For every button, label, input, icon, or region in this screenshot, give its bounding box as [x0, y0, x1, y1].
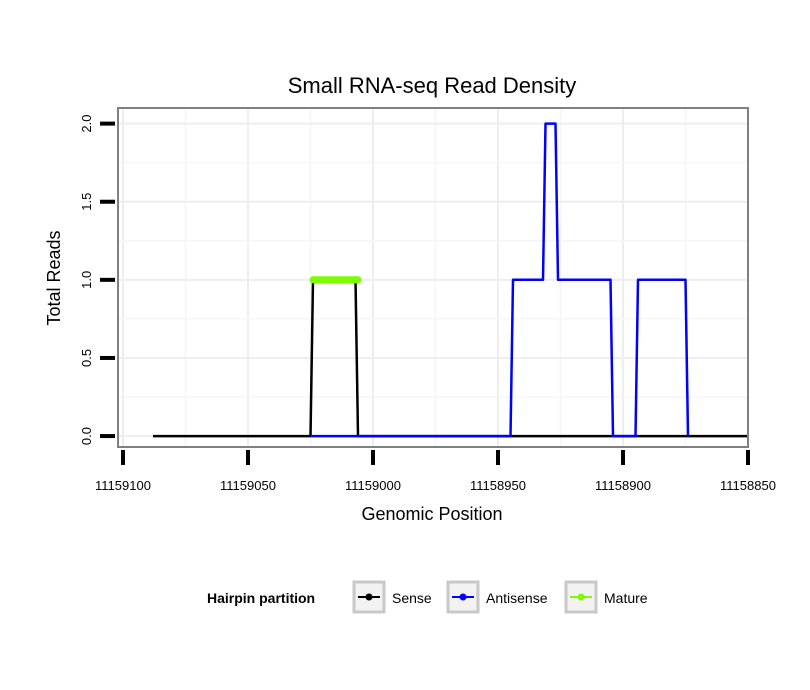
- x-tick-label: 11159000: [345, 478, 401, 493]
- legend: Hairpin partition Sense Antisense Mature: [207, 580, 648, 614]
- x-tick-label: 11158900: [595, 478, 651, 493]
- series-line-antisense: [310, 122, 690, 438]
- legend-key-point: [577, 593, 585, 601]
- legend-item-antisense: Antisense: [446, 580, 548, 614]
- legend-item-sense: Sense: [352, 580, 432, 614]
- x-tick-label: 11159100: [95, 478, 151, 493]
- y-tick-label: 1.5: [79, 193, 94, 211]
- y-axis-label: Total Reads: [44, 230, 64, 325]
- y-tick-label: 1.0: [79, 271, 94, 289]
- legend-label: Sense: [392, 590, 432, 606]
- x-tick-label: 11159050: [220, 478, 276, 493]
- plot-background: [118, 108, 748, 447]
- legend-key-point: [365, 593, 373, 601]
- y-tick-label: 0.5: [79, 349, 94, 367]
- x-axis-label: Genomic Position: [361, 504, 502, 524]
- series-layer: [153, 122, 748, 438]
- y-tick-label: 2.0: [79, 115, 94, 133]
- y-axis: 0.0 0.5 1.0 1.5 2.0: [79, 115, 115, 445]
- legend-label: Mature: [604, 590, 648, 606]
- y-tick-label: 0.0: [79, 427, 94, 445]
- legend-label: Antisense: [486, 590, 548, 606]
- plot-panel-border: [117, 107, 749, 448]
- x-tick-label: 11158950: [470, 478, 526, 493]
- x-tick-label: 11158850: [720, 478, 776, 493]
- legend-item-mature: Mature: [564, 580, 648, 614]
- x-axis: 11159100 11159050 11159000 11158950 11158900…: [95, 450, 776, 493]
- legend-title: Hairpin partition: [207, 590, 315, 606]
- chart-title: Small RNA-seq Read Density: [288, 73, 577, 98]
- legend-key-point: [459, 593, 467, 601]
